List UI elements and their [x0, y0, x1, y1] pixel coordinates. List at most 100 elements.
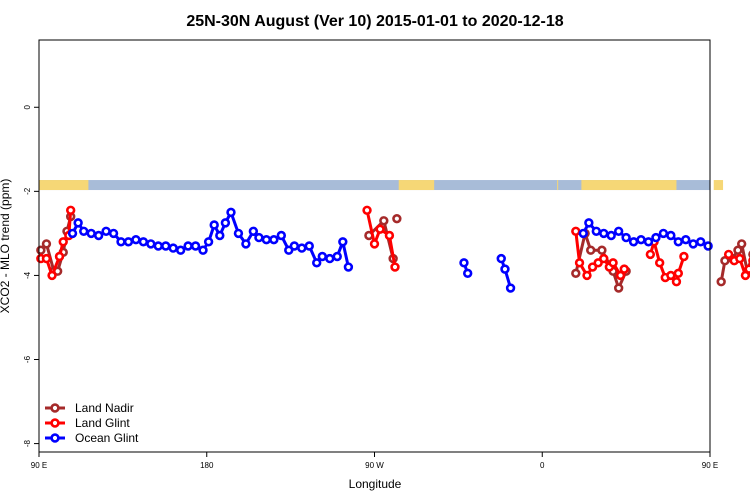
data-point-2-0-39 — [338, 237, 348, 247]
data-point-1-0-1 — [41, 253, 52, 264]
y-tick-label-4: -8 — [23, 439, 32, 447]
data-point-2-0-2 — [79, 226, 89, 236]
x-axis-label: Longitude — [349, 477, 402, 491]
data-point-2-0-25 — [241, 239, 251, 249]
data-point-2-3-9 — [643, 237, 654, 247]
data-point-1-2-8 — [615, 270, 626, 281]
legend-label-2: Ocean Glint — [75, 431, 139, 445]
data-point-1-3-2 — [654, 258, 665, 268]
data-point-2-3-12 — [666, 230, 676, 241]
data-point-2-0-22 — [220, 218, 231, 228]
data-point-2-0-36 — [317, 251, 328, 262]
data-point-2-0-37 — [325, 253, 335, 264]
data-point-1-4-2 — [735, 253, 745, 264]
data-point-2-0-21 — [215, 230, 225, 241]
x-tick-label-4: 90 E — [702, 461, 718, 470]
y-tick-label-0: 0 — [23, 104, 32, 109]
data-point-0-2-0 — [392, 213, 402, 224]
legend-label-0: Land Nadir — [75, 401, 134, 415]
data-point-2-3-15 — [688, 239, 698, 249]
data-point-1-4-4 — [744, 264, 750, 274]
data-point-1-3-7 — [679, 251, 689, 262]
data-point-2-3-10 — [651, 232, 661, 243]
band-ocean — [39, 180, 710, 191]
data-point-0-3-3 — [597, 245, 607, 255]
data-point-2-2-1 — [500, 264, 510, 274]
y-axis: 0 -2 -4 -6 -8 — [23, 104, 39, 447]
band-land-0 — [39, 180, 89, 191]
data-point-2-0-13 — [161, 241, 171, 251]
data-point-2-2-2 — [505, 283, 516, 293]
data-point-1-0-6 — [65, 205, 76, 215]
data-point-1-2-5 — [599, 253, 609, 264]
data-point-1-2-0 — [571, 226, 581, 236]
legend-marker-1 — [50, 418, 60, 428]
data-point-2-0-28 — [261, 234, 272, 245]
x-tick-label-1: 180 — [200, 461, 214, 470]
data-point-2-3-5 — [613, 226, 624, 236]
band-land-1 — [398, 180, 435, 191]
chart-title: 25N-30N August (Ver 10) 2015-01-01 to 20… — [186, 13, 563, 30]
data-point-2-3-7 — [628, 237, 639, 247]
series-layer — [36, 205, 750, 293]
data-point-1-0-3 — [54, 251, 65, 262]
data-point-0-0-0 — [36, 245, 46, 255]
data-point-2-0-11 — [146, 239, 156, 249]
data-point-0-3-2 — [586, 245, 596, 255]
data-point-2-0-12 — [153, 241, 163, 251]
data-point-2-3-13 — [673, 237, 684, 247]
data-point-1-3-6 — [673, 268, 684, 279]
data-point-2-3-6 — [621, 232, 631, 243]
data-point-1-1-4 — [390, 262, 400, 272]
band-land-3 — [581, 180, 677, 191]
data-point-2-0-17 — [190, 241, 201, 251]
legend-marker-0 — [50, 403, 60, 413]
data-point-2-3-16 — [695, 237, 706, 247]
data-point-2-0-16 — [183, 241, 193, 251]
data-point-2-0-40 — [343, 262, 354, 272]
data-point-2-0-1 — [73, 218, 83, 228]
legend-marker-2 — [50, 433, 60, 443]
y-tick-label-2: -4 — [23, 271, 32, 279]
data-point-2-0-35 — [312, 258, 322, 268]
data-point-1-3-5 — [671, 277, 682, 287]
data-point-2-0-3 — [86, 228, 96, 239]
data-point-2-0-6 — [108, 228, 119, 239]
data-point-1-0-2 — [47, 270, 57, 281]
data-point-2-0-0 — [67, 228, 78, 239]
data-point-0-3-0 — [571, 268, 581, 279]
data-point-2-3-4 — [606, 230, 616, 241]
data-point-2-0-33 — [297, 243, 307, 253]
band-land-2 — [557, 180, 559, 191]
surface-type-band — [39, 180, 724, 191]
data-point-0-0-1 — [41, 239, 52, 249]
data-point-2-0-29 — [269, 234, 279, 245]
data-point-1-4-3 — [740, 270, 750, 281]
data-point-2-3-11 — [658, 228, 669, 239]
data-point-2-0-8 — [123, 237, 134, 247]
series-ocean-glint — [67, 207, 713, 293]
data-point-0-4-3 — [733, 245, 743, 255]
data-point-2-0-20 — [209, 220, 219, 230]
data-point-2-0-15 — [175, 245, 186, 255]
data-point-2-3-2 — [591, 226, 602, 236]
data-point-2-3-3 — [599, 228, 609, 239]
data-point-1-1-0 — [362, 205, 372, 215]
data-point-2-3-8 — [636, 234, 646, 245]
data-point-1-4-0 — [723, 249, 734, 260]
data-point-2-0-18 — [198, 245, 208, 255]
data-point-2-1-0 — [459, 258, 469, 268]
data-point-2-0-10 — [138, 237, 149, 247]
data-point-1-2-7 — [608, 258, 618, 268]
data-point-0-4-0 — [716, 277, 726, 287]
series-land-glint — [36, 205, 750, 287]
x-axis: 90 E 180 90 W 0 90 E — [31, 452, 718, 470]
data-point-0-1-1 — [379, 216, 389, 226]
data-point-2-0-4 — [93, 230, 104, 241]
data-point-2-0-7 — [116, 237, 126, 247]
data-point-2-1-1 — [462, 268, 473, 279]
data-point-2-0-23 — [226, 207, 236, 218]
data-point-1-2-9 — [619, 264, 629, 274]
